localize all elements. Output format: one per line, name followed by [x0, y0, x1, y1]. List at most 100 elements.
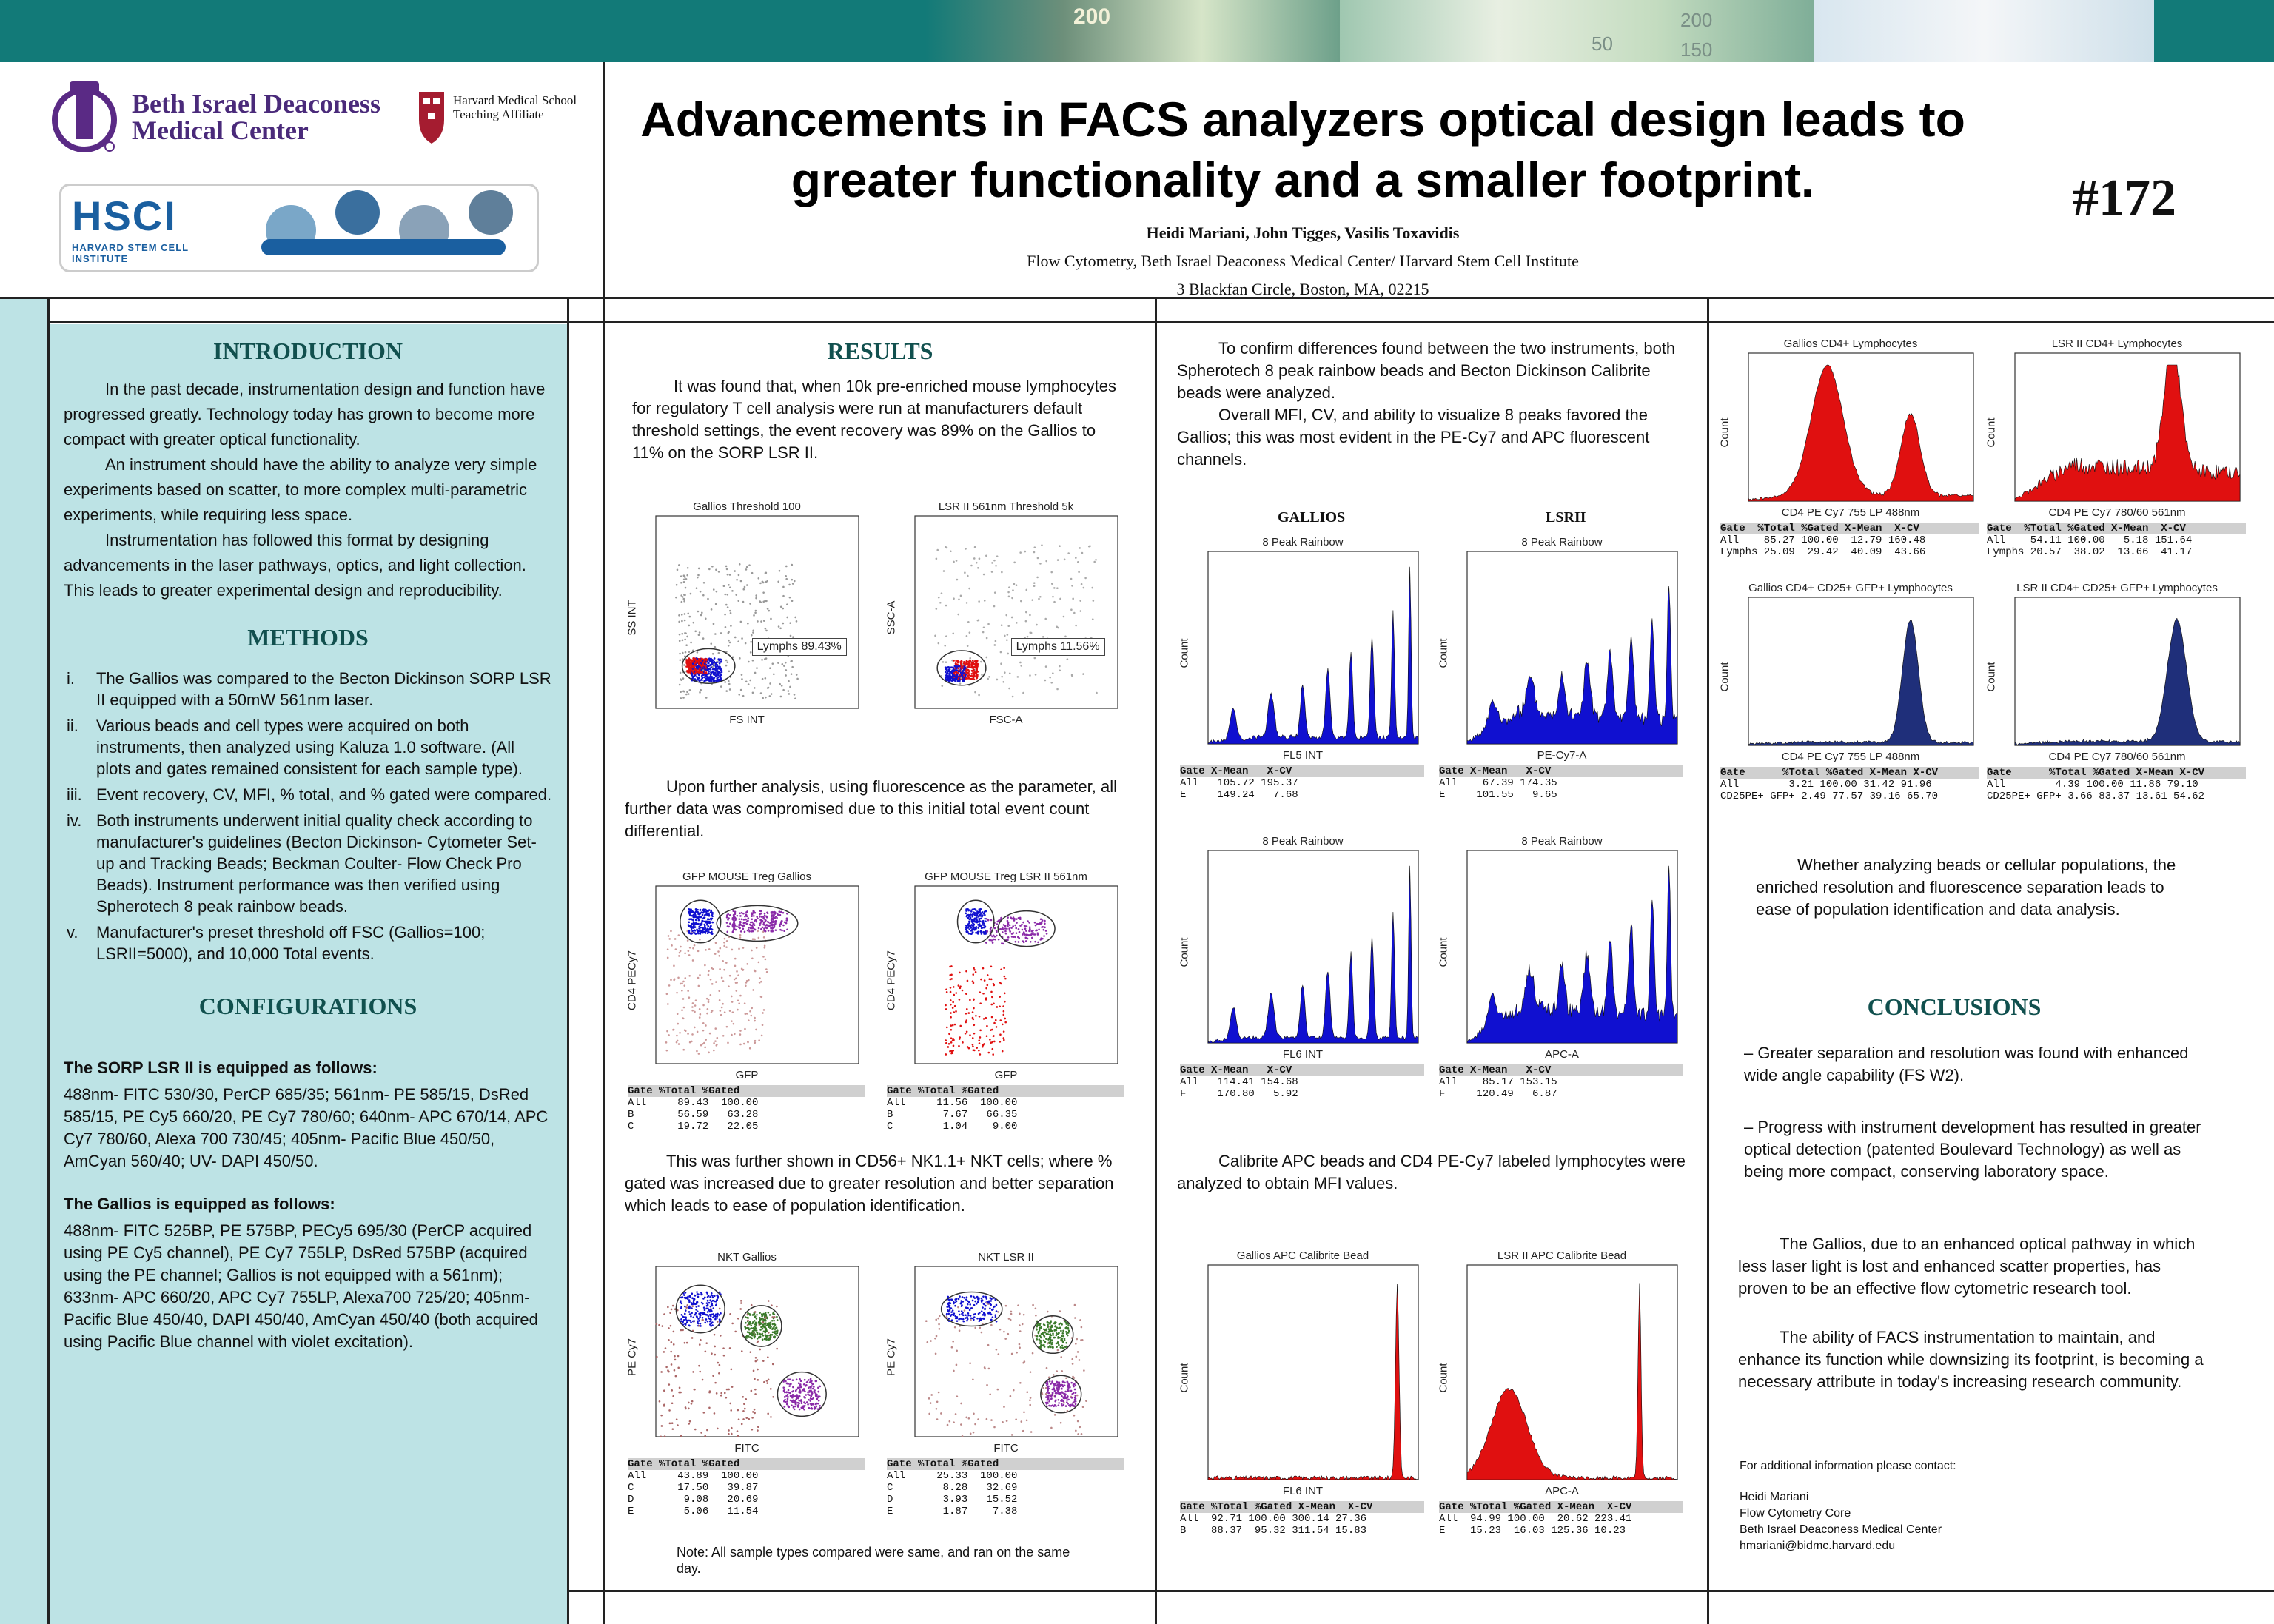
event-dot [743, 1002, 746, 1005]
event-dot [707, 1295, 710, 1297]
event-dot [702, 930, 705, 933]
event-dot [748, 1327, 750, 1329]
event-dot [961, 989, 964, 992]
event-dot [952, 1001, 954, 1004]
event-dot [711, 967, 713, 970]
event-dot [970, 1317, 973, 1320]
event-dot [973, 546, 976, 548]
event-dot [1061, 1404, 1064, 1407]
event-dot [726, 573, 729, 576]
event-dot [1044, 919, 1046, 922]
event-dot [1032, 1303, 1034, 1306]
event-dot [930, 1394, 933, 1396]
event-dot [973, 1313, 976, 1315]
event-dot [989, 1307, 991, 1310]
event-dot [745, 1398, 748, 1400]
event-dot [717, 1294, 719, 1297]
event-dot [813, 1390, 816, 1392]
event-dot [996, 555, 999, 557]
event-dot [989, 1039, 991, 1041]
event-dot [934, 634, 936, 637]
event-dot [811, 1403, 814, 1406]
event-dot [737, 640, 739, 642]
event-dot [1007, 936, 1010, 939]
threshold-plots: Gallios Threshold 100 FS INT SS INT Lymphs … [625, 500, 1136, 745]
event-dot [969, 1362, 971, 1365]
event-dot [754, 611, 757, 614]
event-dot [691, 670, 694, 673]
col4-paragraph: Whether analyzing beads or cellular popu… [1756, 856, 2176, 919]
event-dot [691, 1006, 694, 1008]
event-dot [788, 583, 791, 586]
event-dot [995, 1348, 998, 1351]
event-dot [688, 615, 691, 618]
event-dot [677, 976, 680, 979]
event-dot [739, 1043, 742, 1046]
event-dot [995, 1310, 998, 1312]
event-dot [681, 989, 683, 992]
event-dot [680, 1307, 682, 1309]
event-dot [810, 1379, 812, 1382]
event-dot [753, 1408, 756, 1411]
event-dot [971, 1299, 974, 1302]
event-dot [1044, 1392, 1047, 1395]
hsci-subtitle: HARVARD STEM CELL INSTITUTE [72, 242, 189, 264]
event-dot [722, 959, 724, 962]
event-dot [725, 651, 728, 653]
event-dot [702, 667, 704, 670]
event-dot [1004, 930, 1007, 933]
event-dot [979, 907, 982, 910]
event-dot [751, 927, 754, 930]
event-dot [697, 984, 700, 987]
event-dot [789, 1399, 792, 1402]
event-dot [996, 1388, 999, 1391]
event-dot [785, 922, 788, 925]
event-dot [960, 677, 963, 680]
event-dot [1020, 665, 1023, 667]
event-dot [957, 984, 960, 987]
event-dot [976, 910, 979, 913]
event-dot [1040, 1343, 1042, 1346]
event-dot [969, 925, 972, 927]
event-dot [691, 930, 694, 932]
event-dot [949, 990, 952, 993]
event-dot [1073, 611, 1076, 614]
bidmc-seal-icon [52, 81, 117, 152]
calibrite-plots: Gallios APC Calibrite Bead FL6 INT Count Ga… [1177, 1249, 1695, 1568]
event-dot [771, 1304, 773, 1306]
event-dot [788, 693, 791, 695]
event-dot [1010, 927, 1013, 929]
event-dot [990, 990, 993, 993]
event-dot [697, 922, 700, 925]
event-dot [700, 1338, 702, 1341]
event-dot [701, 671, 704, 674]
event-dot [680, 1296, 682, 1299]
event-dot [1055, 1405, 1057, 1407]
event-dot [757, 930, 759, 933]
event-dot [803, 1388, 805, 1391]
event-dot [688, 975, 691, 977]
event-dot [692, 925, 694, 928]
event-dot [1073, 1377, 1076, 1379]
event-dot [1075, 1429, 1077, 1432]
event-dot [764, 958, 767, 961]
event-dot [749, 1322, 751, 1325]
event-dot [739, 994, 742, 997]
event-dot [968, 928, 971, 930]
event-dot [745, 1417, 748, 1419]
event-dot [785, 577, 788, 580]
event-dot [1053, 1414, 1056, 1416]
event-dot [742, 1410, 745, 1412]
gate-region [1040, 1375, 1082, 1414]
event-dot [1002, 1037, 1005, 1039]
event-dot [807, 1391, 809, 1394]
event-dot [782, 924, 785, 927]
contact-email[interactable]: hmariani@bidmc.harvard.edu [1740, 1540, 1896, 1552]
event-dot [1024, 620, 1027, 623]
event-dot [1003, 992, 1006, 995]
event-dot [1082, 586, 1085, 589]
event-dot [1003, 1330, 1005, 1333]
event-dot [740, 1302, 742, 1304]
event-dot [771, 927, 774, 930]
event-dot [787, 1396, 789, 1398]
